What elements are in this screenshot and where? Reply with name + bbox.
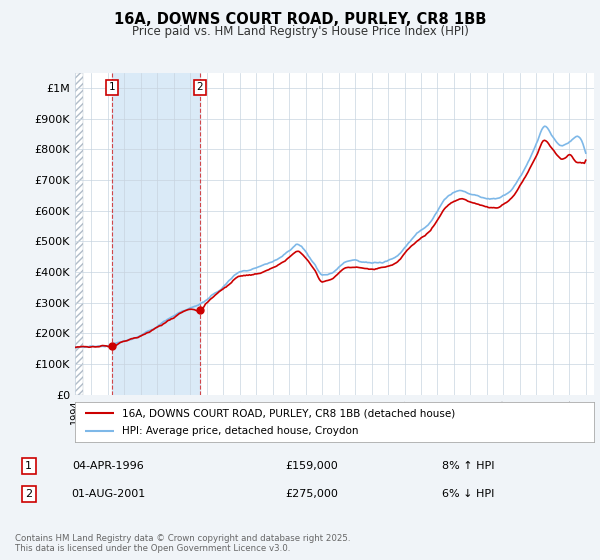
Text: 2: 2 [25, 489, 32, 499]
Text: 01-AUG-2001: 01-AUG-2001 [71, 489, 145, 499]
Text: 6% ↓ HPI: 6% ↓ HPI [442, 489, 494, 499]
Text: £159,000: £159,000 [286, 461, 338, 471]
Text: 16A, DOWNS COURT ROAD, PURLEY, CR8 1BB (detached house): 16A, DOWNS COURT ROAD, PURLEY, CR8 1BB (… [122, 408, 455, 418]
Text: £275,000: £275,000 [286, 489, 338, 499]
Text: 2: 2 [197, 82, 203, 92]
Bar [112, 73, 200, 395]
Text: 04-APR-1996: 04-APR-1996 [72, 461, 144, 471]
Text: 1: 1 [109, 82, 116, 92]
Text: Contains HM Land Registry data © Crown copyright and database right 2025.
This d: Contains HM Land Registry data © Crown c… [15, 534, 350, 553]
Text: 8% ↑ HPI: 8% ↑ HPI [442, 461, 494, 471]
Text: HPI: Average price, detached house, Croydon: HPI: Average price, detached house, Croy… [122, 426, 358, 436]
Text: 16A, DOWNS COURT ROAD, PURLEY, CR8 1BB: 16A, DOWNS COURT ROAD, PURLEY, CR8 1BB [114, 12, 486, 27]
Text: 1: 1 [25, 461, 32, 471]
Text: Price paid vs. HM Land Registry's House Price Index (HPI): Price paid vs. HM Land Registry's House … [131, 25, 469, 38]
